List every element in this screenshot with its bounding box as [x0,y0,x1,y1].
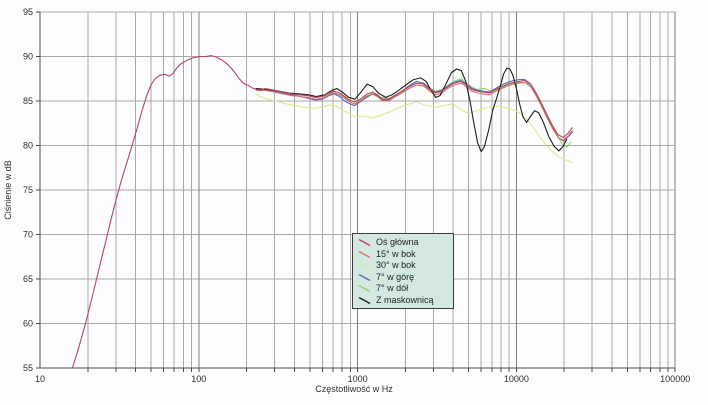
x-tick-label: 100000 [660,374,690,384]
x-axis-title: Częstotliwość w Hz [315,384,393,394]
legend-item-z-maskownica: Z maskownicą [358,295,448,307]
series-line-o-g-wna [71,55,573,369]
line-swatch-icon [358,296,371,304]
y-tick-label: 55 [23,363,33,373]
legend-item-os-glowna: Oś główna [358,237,448,249]
y-tick-label: 90 [23,52,33,62]
series-line-15-w-bok [255,81,573,141]
legend-item-15-w-bok: 15° w bok [358,249,448,261]
line-swatch-icon [358,285,371,293]
series-line-7-w-d- [255,78,572,148]
line-swatch-icon [358,250,371,258]
x-tick-label: 100 [191,374,206,384]
x-tick-label: 10000 [504,374,529,384]
legend-item-30-w-bok: 30° w bok [358,260,448,272]
legend-item-7-w-gore: 7° w górę [358,272,448,284]
line-swatch-icon [358,273,371,281]
legend-label: 15° w bok [376,248,416,259]
legend-label: Z maskownicą [376,294,434,305]
x-tick-label: 1000 [348,374,368,384]
legend-label: Oś główna [376,237,419,248]
legend-label: 30° w bok [376,260,416,271]
y-tick-label: 95 [23,7,33,17]
line-swatch-icon [358,262,371,270]
y-tick-label: 80 [23,141,33,151]
y-tick-label: 75 [23,185,33,195]
y-tick-label: 85 [23,96,33,106]
series-line-30-w-bok [255,94,573,163]
x-tick-label: 10 [35,374,45,384]
legend-label: 7° w górę [376,271,415,282]
series-line-7-w-g-r- [255,79,573,142]
y-tick-label: 65 [23,274,33,284]
legend-box: Oś główna 15° w bok 30° w bok 7° w górę … [352,233,454,309]
series-line-z-maskownic- [255,67,568,153]
y-tick-label: 70 [23,230,33,240]
legend-label: 7° w dół [376,283,409,294]
line-swatch-icon [358,239,371,247]
legend-item-7-w-dol: 7° w dół [358,283,448,295]
y-axis-title: Ciśnienie w dB [3,160,13,220]
y-tick-label: 60 [23,319,33,329]
